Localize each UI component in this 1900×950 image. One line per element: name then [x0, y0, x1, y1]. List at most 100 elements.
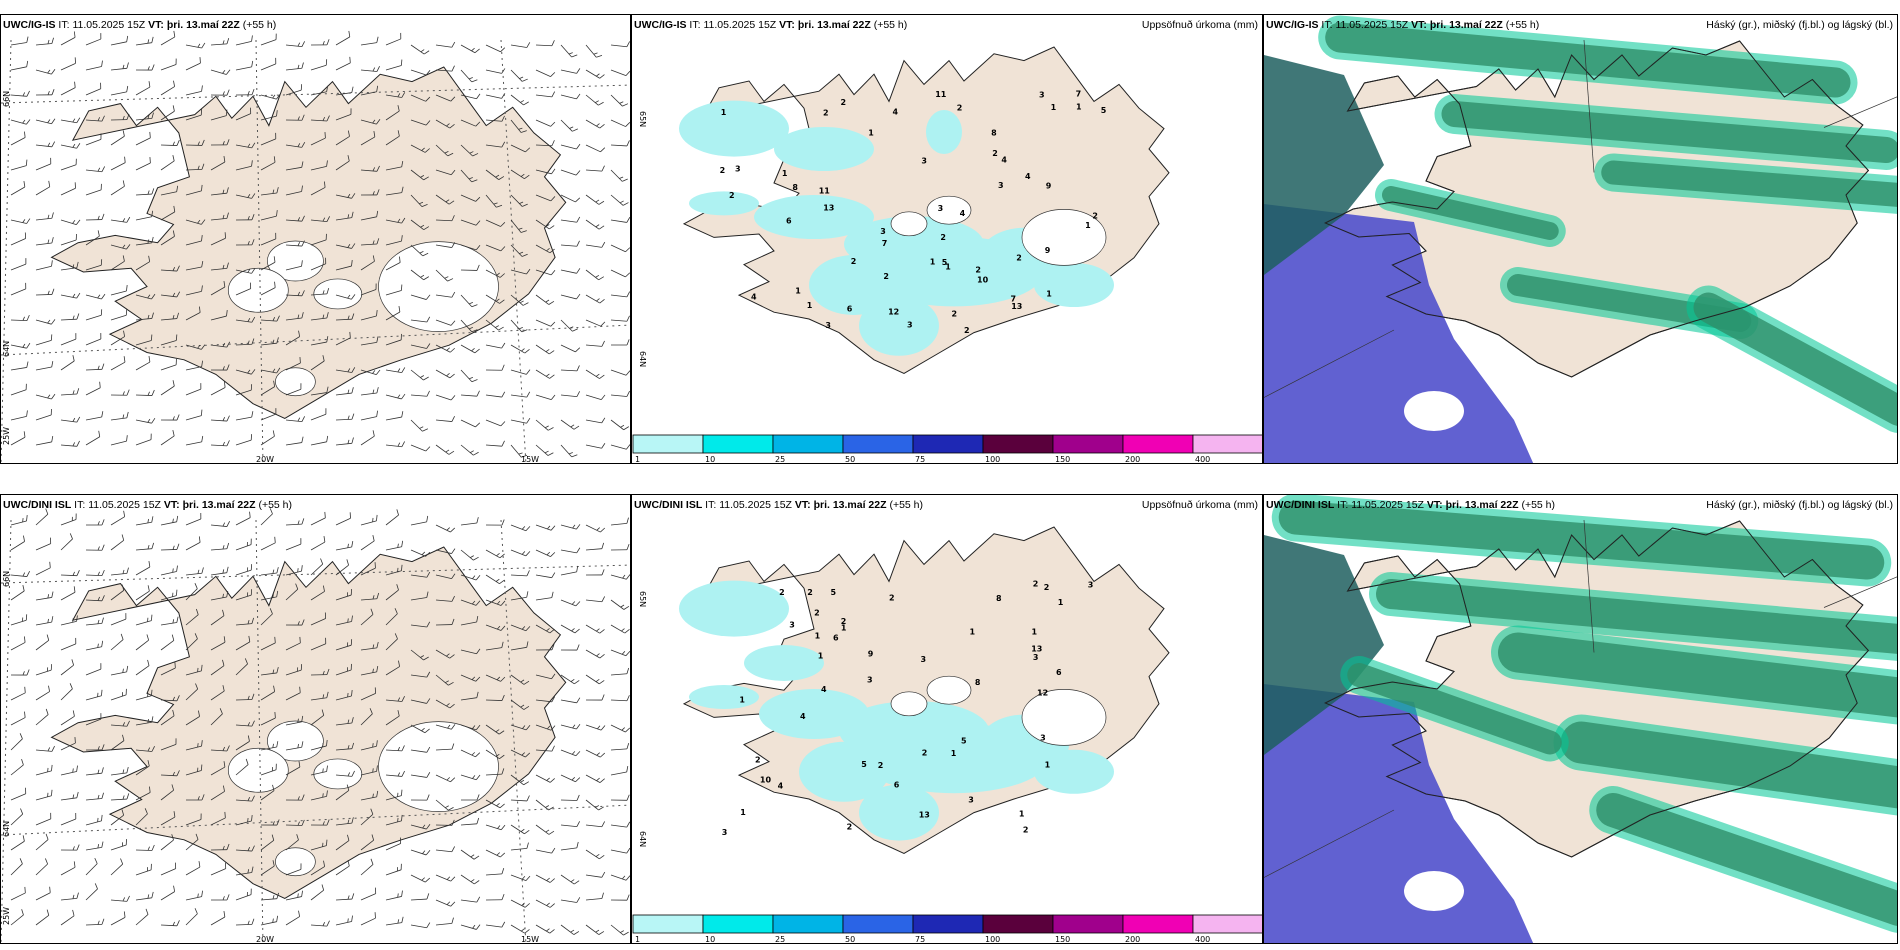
init-time: 11.05.2025 15Z	[703, 19, 777, 31]
lon-label: 15W	[521, 455, 539, 464]
precip-value: 9	[868, 650, 874, 659]
colorbar-swatch	[702, 434, 774, 454]
precip-value: 3	[789, 621, 795, 630]
vt-label: VT:	[779, 19, 795, 31]
colorbar-label: 100	[985, 455, 1000, 464]
colorbar-swatch	[632, 914, 704, 934]
init-time: 11.05.2025 15Z	[88, 499, 161, 511]
colorbar-label: 200	[1125, 935, 1140, 944]
lat-label: 64N	[2, 821, 11, 837]
glacier	[378, 721, 499, 812]
colorbar-label: 200	[1125, 455, 1140, 464]
coastline	[1323, 520, 1870, 858]
colorbar-label: 400	[1195, 455, 1210, 464]
colorbar-label: 10	[705, 935, 715, 944]
precip-value: 2	[755, 756, 761, 765]
colorbar-label: 150	[1055, 455, 1070, 464]
model-name: UWC/DINI ISL	[1266, 499, 1335, 511]
precip-value: 3	[735, 164, 741, 173]
colorbar-swatch	[842, 914, 914, 934]
precip-value: 2	[807, 588, 813, 597]
colorbar-label: 10	[705, 455, 715, 464]
it-label: IT:	[74, 499, 86, 511]
precip-value: 2	[1023, 825, 1029, 834]
lat-label: 66N	[2, 91, 11, 107]
lead-time: (+55 h)	[258, 499, 293, 511]
clear-area	[1404, 871, 1464, 911]
valid-time: þri. 13.maí 22Z	[166, 19, 240, 31]
precip-value: 4	[821, 685, 827, 694]
colorbar-swatch	[1192, 434, 1262, 454]
glacier	[1021, 689, 1107, 746]
glacier	[890, 691, 928, 717]
precip-value: 1	[815, 632, 821, 641]
precip-value: 11	[935, 90, 947, 99]
glacier	[926, 195, 972, 225]
lead-time: (+55 h)	[1505, 19, 1540, 31]
lead-time: (+55 h)	[873, 19, 908, 31]
precip-value: 2	[1092, 212, 1098, 221]
colorbar-swatch	[632, 434, 704, 454]
precip-value: 1	[1019, 810, 1025, 819]
precip-value: 8	[996, 594, 1002, 603]
precip-value: 2	[823, 108, 829, 117]
map-canvas: 66N 64N 25W 20W 15W	[1, 15, 630, 464]
map-canvas: 66N 64N 25W 20W 15W	[1, 495, 630, 943]
precip-value: 2	[992, 149, 998, 158]
map-panel-precip: UWC/DINI ISL IT: 11.05.2025 15Z VT: þri.…	[631, 494, 1263, 944]
precip-value: 8	[792, 183, 798, 192]
colorbar-label: 25	[775, 935, 785, 944]
valid-time: þri. 13.maí 22Z	[182, 499, 256, 511]
precip-value: 7	[1076, 90, 1082, 99]
vt-label: VT:	[148, 19, 164, 31]
panel-title: UWC/IG-IS IT: 11.05.2025 15Z VT: þri. 13…	[3, 19, 276, 31]
panel-title: UWC/DINI ISL IT: 11.05.2025 15Z VT: þri.…	[3, 499, 292, 511]
colorbar-swatch	[912, 434, 984, 454]
panel-title: UWC/DINI ISL IT: 11.05.2025 15Z VT: þri.…	[1266, 499, 1555, 511]
colorbar: 1 10 25 50 75 100 150 200 400	[632, 914, 1262, 944]
colorbar-label: 100	[985, 935, 1000, 944]
low-cloud	[1264, 684, 1534, 943]
precip-value: 3	[722, 828, 728, 837]
precip-value: 5	[961, 737, 967, 746]
precip-value: 5	[831, 588, 837, 597]
map-canvas	[1264, 15, 1897, 463]
precip-value: 1	[970, 627, 976, 636]
it-label: IT:	[689, 19, 701, 31]
precip-value: 2	[889, 594, 895, 603]
precip-value: 1	[1058, 598, 1064, 607]
precip-value: 3	[921, 156, 927, 165]
precip-value: 1	[818, 651, 824, 660]
lat-label: 64N	[638, 351, 647, 367]
colorbar: 1 10 25 50 75 100 150 200 400	[632, 434, 1262, 464]
precip-area	[679, 580, 1114, 841]
panel-title: UWC/DINI ISL IT: 11.05.2025 15Z VT: þri.…	[634, 499, 923, 511]
precip-value: 6	[894, 780, 900, 789]
lat-label: 65N	[638, 111, 647, 127]
it-label: IT:	[705, 499, 717, 511]
it-label: IT:	[58, 19, 70, 31]
glacier	[1021, 209, 1107, 266]
colorbar-swatch	[772, 434, 844, 454]
panel-right-title: Uppsöfnuð úrkoma (mm)	[1141, 499, 1258, 511]
model-name: UWC/IG-IS	[1266, 19, 1319, 31]
valid-time: þri. 13.maí 22Z	[797, 19, 871, 31]
colorbar-swatch	[982, 914, 1054, 934]
precip-value: 2	[883, 272, 889, 281]
vt-label: VT:	[1411, 19, 1427, 31]
precip-value: 3	[998, 181, 1004, 190]
coastline	[1323, 40, 1870, 378]
map-panel-cloud: UWC/IG-IS IT: 11.05.2025 15Z VT: þri. 13…	[1263, 14, 1898, 464]
map-panel-wind: UWC/IG-IS IT: 11.05.2025 15Z VT: þri. 13…	[0, 14, 631, 464]
lead-time: (+55 h)	[889, 499, 924, 511]
colorbar-swatch	[772, 914, 844, 934]
vt-label: VT:	[163, 499, 180, 511]
precip-value: 2	[957, 103, 963, 112]
colorbar-label: 400	[1195, 935, 1210, 944]
lead-time: (+55 h)	[242, 19, 277, 31]
precip-value: 6	[847, 305, 853, 314]
lat-label: 65N	[638, 591, 647, 607]
it-label: IT:	[1337, 499, 1349, 511]
precip-value: 2	[841, 617, 847, 626]
colorbar-label: 50	[845, 455, 855, 464]
